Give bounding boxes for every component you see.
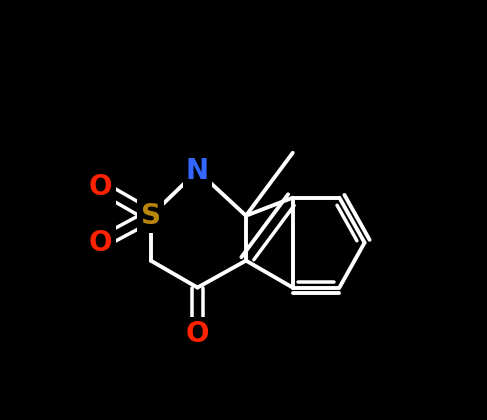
Text: O: O [89,228,112,257]
Text: N: N [186,157,209,185]
Text: O: O [89,173,112,201]
Text: S: S [141,202,161,230]
Text: O: O [186,320,209,348]
